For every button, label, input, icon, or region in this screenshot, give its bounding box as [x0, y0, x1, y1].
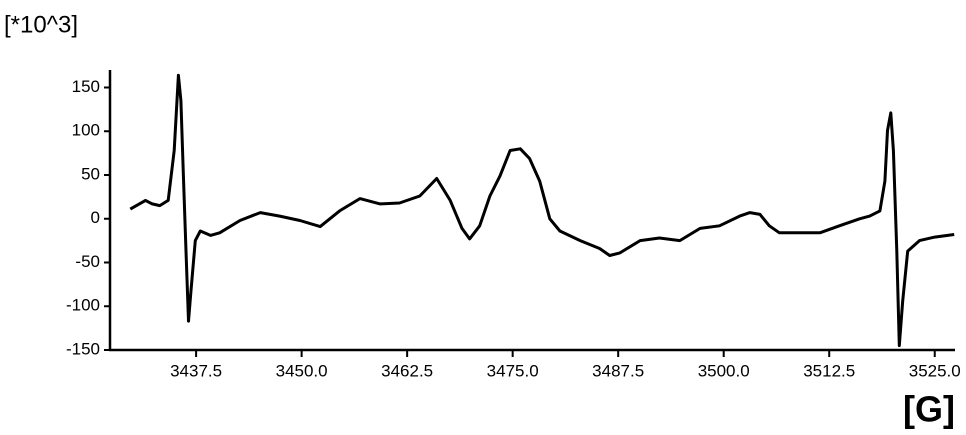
y-tick-label: -100 [66, 296, 100, 315]
x-tick-label: 3475.0 [487, 361, 539, 380]
spectrum-line [129, 73, 955, 348]
y-axis-label: [*10^3] [4, 11, 78, 38]
x-tick-label: 3487.5 [592, 361, 644, 380]
x-tick-label: 3462.5 [381, 361, 433, 380]
x-tick-label: 3500.0 [698, 361, 750, 380]
x-tick-label: 3512.5 [803, 361, 855, 380]
y-tick-label: 50 [81, 164, 100, 183]
y-tick-label: 100 [72, 121, 100, 140]
x-tick-label: 3450.0 [276, 361, 328, 380]
y-tick-label: -50 [75, 252, 100, 271]
x-axis-label: [G] [903, 389, 955, 430]
y-tick-label: 0 [91, 208, 100, 227]
y-tick-label: -150 [66, 339, 100, 358]
y-tick-label: 150 [72, 77, 100, 96]
x-tick-label: 3437.5 [170, 361, 222, 380]
x-tick-label: 3525.0 [909, 361, 961, 380]
